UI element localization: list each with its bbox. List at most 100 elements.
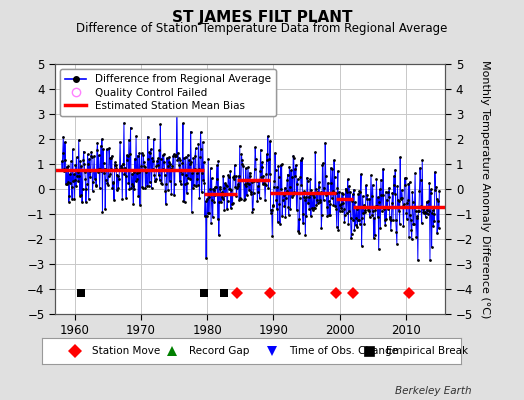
Point bbox=[67, 158, 75, 165]
Point bbox=[166, 178, 174, 184]
Point bbox=[375, 246, 383, 253]
Point bbox=[106, 155, 115, 161]
Point bbox=[92, 182, 100, 188]
Point bbox=[289, 152, 298, 159]
Point bbox=[95, 166, 103, 172]
Point bbox=[123, 152, 131, 158]
Point bbox=[413, 214, 421, 221]
Text: Berkeley Earth: Berkeley Earth bbox=[395, 386, 472, 396]
Point bbox=[228, 200, 237, 206]
Point bbox=[62, 164, 71, 170]
Point bbox=[159, 166, 167, 172]
Point bbox=[268, 206, 276, 213]
Point bbox=[280, 203, 289, 210]
Point bbox=[216, 186, 225, 192]
Point bbox=[217, 189, 226, 196]
Point bbox=[351, 222, 359, 228]
Point bbox=[418, 220, 426, 226]
Point bbox=[182, 190, 191, 196]
Point bbox=[270, 178, 279, 184]
Point bbox=[326, 164, 335, 171]
Point bbox=[242, 183, 250, 189]
Point bbox=[364, 204, 372, 211]
Point bbox=[256, 146, 265, 153]
Point bbox=[338, 208, 346, 214]
Point bbox=[173, 157, 182, 163]
Point bbox=[71, 177, 79, 183]
Point bbox=[99, 146, 107, 152]
Point bbox=[64, 163, 72, 169]
Point bbox=[75, 192, 84, 199]
Point bbox=[431, 169, 439, 175]
Point bbox=[224, 172, 232, 178]
Point bbox=[147, 146, 155, 152]
Point bbox=[369, 234, 378, 241]
Point bbox=[422, 210, 430, 216]
Point bbox=[387, 227, 395, 234]
Point bbox=[246, 173, 254, 179]
Point bbox=[110, 196, 118, 203]
Point bbox=[384, 189, 392, 196]
Point bbox=[277, 161, 286, 168]
Point bbox=[400, 175, 409, 181]
Point bbox=[108, 185, 116, 192]
Point bbox=[212, 183, 220, 190]
Point bbox=[169, 153, 177, 159]
Point bbox=[337, 190, 346, 196]
Point bbox=[247, 189, 255, 196]
Point bbox=[283, 171, 292, 178]
Point bbox=[144, 134, 152, 140]
Point bbox=[148, 155, 156, 162]
Point bbox=[137, 150, 146, 156]
Point bbox=[59, 150, 67, 156]
Point bbox=[105, 155, 114, 161]
Legend: Difference from Regional Average, Quality Control Failed, Estimated Station Mean: Difference from Regional Average, Qualit… bbox=[60, 69, 276, 116]
Point bbox=[303, 178, 312, 184]
Point bbox=[208, 175, 216, 182]
Point bbox=[263, 157, 271, 163]
Point bbox=[408, 236, 416, 243]
Point bbox=[276, 220, 284, 227]
Point bbox=[121, 165, 129, 171]
Point bbox=[296, 194, 304, 201]
Point bbox=[69, 177, 78, 184]
Point bbox=[340, 206, 348, 212]
Point bbox=[249, 190, 258, 196]
Point bbox=[78, 199, 86, 206]
Point bbox=[409, 221, 418, 228]
Point bbox=[389, 217, 397, 223]
Point bbox=[419, 208, 428, 215]
Point bbox=[239, 177, 248, 184]
Text: ST JAMES FILT PLANT: ST JAMES FILT PLANT bbox=[172, 10, 352, 25]
Point bbox=[215, 232, 223, 238]
Point bbox=[286, 206, 294, 212]
Point bbox=[378, 208, 386, 214]
Point bbox=[84, 161, 92, 167]
Point bbox=[136, 167, 145, 173]
Point bbox=[310, 205, 318, 212]
Point bbox=[408, 188, 417, 195]
Point bbox=[322, 192, 331, 198]
Point bbox=[186, 176, 194, 182]
Point bbox=[166, 161, 174, 168]
Point bbox=[386, 216, 394, 222]
Point bbox=[378, 192, 387, 198]
Point bbox=[159, 151, 168, 158]
Point bbox=[164, 186, 172, 193]
Point bbox=[329, 202, 337, 208]
Point bbox=[243, 180, 252, 186]
Point bbox=[282, 195, 290, 202]
Point bbox=[316, 197, 324, 203]
Point bbox=[383, 196, 391, 203]
Point bbox=[286, 184, 294, 190]
Point bbox=[359, 202, 368, 208]
Point bbox=[255, 177, 263, 183]
Point bbox=[418, 157, 427, 163]
Point bbox=[254, 183, 262, 189]
Point bbox=[210, 187, 218, 194]
Point bbox=[236, 195, 245, 202]
Point bbox=[154, 155, 162, 162]
Point bbox=[368, 182, 377, 188]
Point bbox=[379, 166, 387, 172]
Point bbox=[250, 166, 259, 172]
